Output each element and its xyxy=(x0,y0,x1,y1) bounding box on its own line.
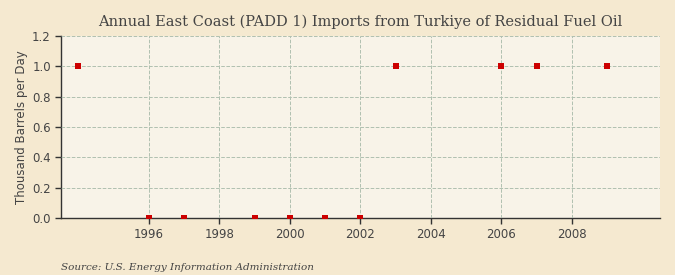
Text: Source: U.S. Energy Information Administration: Source: U.S. Energy Information Administ… xyxy=(61,263,314,272)
Point xyxy=(355,216,366,220)
Point xyxy=(531,64,542,69)
Point xyxy=(249,216,260,220)
Point xyxy=(601,64,612,69)
Point xyxy=(73,64,84,69)
Y-axis label: Thousand Barrels per Day: Thousand Barrels per Day xyxy=(15,50,28,204)
Point xyxy=(320,216,331,220)
Point xyxy=(496,64,507,69)
Point xyxy=(390,64,401,69)
Title: Annual East Coast (PADD 1) Imports from Turkiye of Residual Fuel Oil: Annual East Coast (PADD 1) Imports from … xyxy=(98,15,622,29)
Point xyxy=(284,216,295,220)
Point xyxy=(179,216,190,220)
Point xyxy=(143,216,154,220)
